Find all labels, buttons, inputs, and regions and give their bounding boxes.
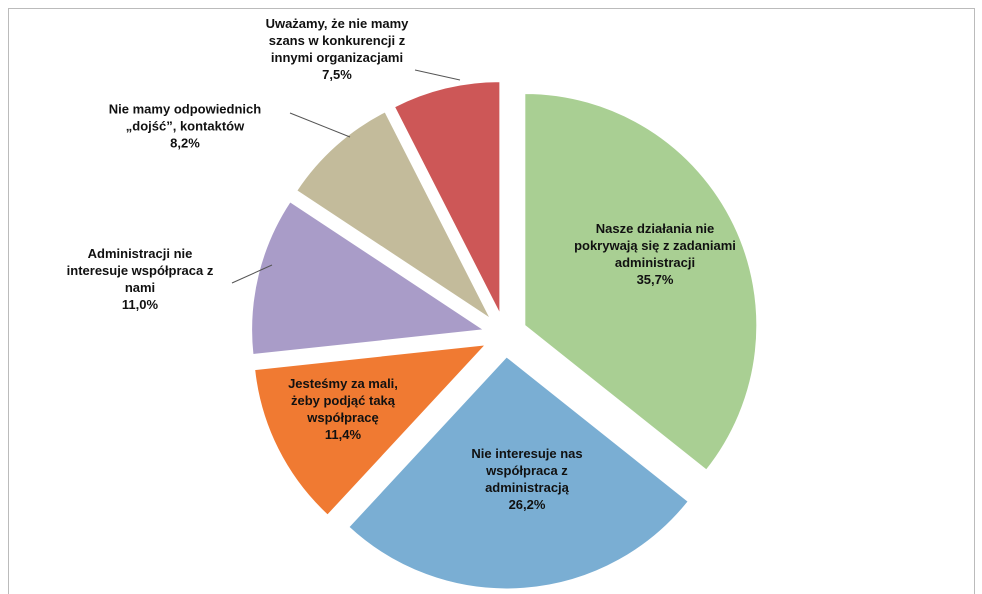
slice-label: interesuje współpraca z xyxy=(67,263,214,278)
value-label: 35,7% xyxy=(637,272,674,287)
value-label: 11,0% xyxy=(122,297,159,312)
slice-label: Uważamy, że nie mamy xyxy=(266,16,410,31)
chart-frame xyxy=(8,8,975,594)
slice-label: administracją xyxy=(485,480,570,495)
slice-label: współpracę xyxy=(306,410,379,425)
slice-label: Administracji nie xyxy=(88,246,193,261)
value-label: 8,2% xyxy=(170,135,200,150)
slice-label: Jesteśmy za mali, xyxy=(288,376,398,391)
slice-label: Nie mamy odpowiednich xyxy=(109,101,261,116)
pie-slice xyxy=(254,344,487,516)
leader-line xyxy=(414,69,461,81)
slice-label: administracji xyxy=(615,255,695,270)
leader-line xyxy=(289,112,351,138)
pie-slice xyxy=(296,111,492,321)
leader-line xyxy=(231,264,273,284)
pie-slice xyxy=(524,92,758,471)
pie-slice xyxy=(251,201,486,356)
value-label: 11,4% xyxy=(325,427,362,442)
slice-label: Nie interesuje nas xyxy=(471,446,582,461)
slice-label: pokrywają się z zadaniami xyxy=(574,238,736,253)
slice-label: współpraca z xyxy=(485,463,568,478)
slice-label: żeby podjąć taką xyxy=(291,393,396,408)
slice-label: innymi organizacjami xyxy=(271,50,403,65)
value-label: 7,5% xyxy=(322,67,352,82)
pie-slice xyxy=(348,356,689,590)
slice-label: szans w konkurencji z xyxy=(269,33,406,48)
slice-label: nami xyxy=(125,280,155,295)
pie-slice xyxy=(393,81,501,314)
slice-label: „dojść”, kontaktów xyxy=(126,118,245,133)
slice-label: Nasze działania nie xyxy=(596,221,715,236)
value-label: 26,2% xyxy=(509,497,546,512)
